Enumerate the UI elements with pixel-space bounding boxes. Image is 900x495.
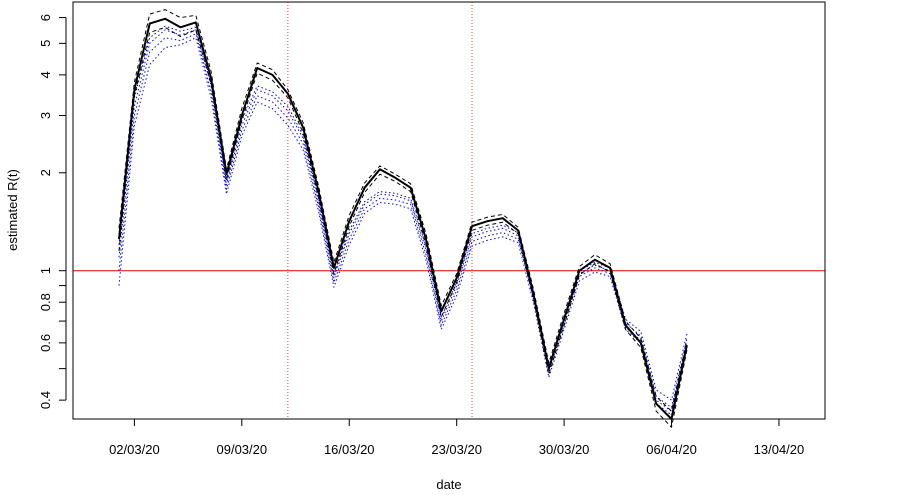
x-tick-label: 30/03/20 [539,442,590,457]
y-tick-label: 3 [38,112,53,119]
x-tick-label: 09/03/20 [217,442,268,457]
y-axis: 0.4 0.6 0.8 1 2 3 4 5 6 [38,14,67,409]
series-line-2 [118,9,688,412]
y-tick-label: 5 [38,40,53,47]
series-line-1 [118,17,688,420]
x-tick-label: 06/04/20 [646,442,697,457]
x-axis: 02/03/20 09/03/20 16/03/20 23/03/20 30/03/20… [109,418,805,457]
series-line-5 [118,33,688,412]
y-tick-label: 0.4 [38,391,53,409]
x-tick-label: 16/03/20 [324,442,375,457]
y-tick-label: 6 [38,14,53,21]
x-tick-label: 02/03/20 [109,442,160,457]
plot-frame [72,1,826,420]
y-axis-label: estimated R(t) [5,169,20,251]
series-line-4 [118,29,688,408]
y-tick-label: 0.6 [38,334,53,352]
series-layer [118,9,688,428]
y-tick-label: 0.8 [38,293,53,311]
series-line-6 [118,37,688,416]
reference-lines [73,2,825,419]
y-tick-label: 4 [38,71,53,78]
y-tick-label: 1 [38,267,53,274]
series-line-3 [118,26,688,428]
x-axis-label: date [436,477,461,492]
x-tick-label: 13/04/20 [754,442,805,457]
y-tick-label: 2 [38,169,53,176]
series-line-7 [118,25,688,401]
x-tick-label: 23/03/20 [431,442,482,457]
